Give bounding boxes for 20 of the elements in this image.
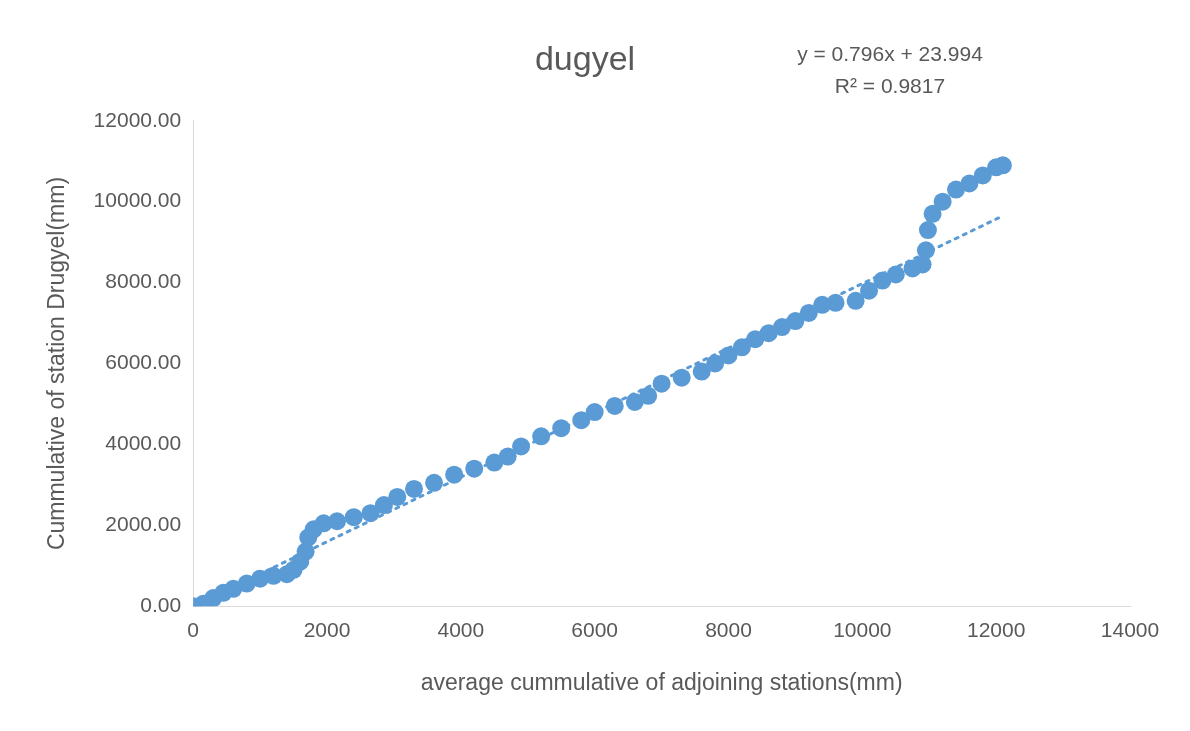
x-tick-label: 12000 [966,617,1026,641]
y-tick-label: 12000.00 [93,107,182,131]
x-tick-label: 8000 [705,617,752,641]
y-tick-label: 2000.00 [105,512,182,536]
y-axis-title: Cummulative of station Drugyel(mm) [43,176,70,551]
text: y = 0.796x + 23.994 [796,41,984,67]
y-tick-label: 0.00 [140,593,182,616]
x-axis-title: average cummulative of adjoining stations(mm) [420,668,903,695]
chart-title: dugyel [534,38,636,77]
y-tick-label: 8000.00 [105,269,182,293]
x-tick-label: 14000 [1100,617,1160,641]
y-tick-label: 6000.00 [105,350,182,374]
x-tick-label: 6000 [571,617,619,641]
x-tick-label: 4000 [437,617,485,641]
x-tick-label: 2000 [303,617,351,641]
y-tick-label: 4000.00 [105,431,182,455]
text: R² = 0.9817 [833,73,947,99]
y-tick-label: 10000.00 [93,188,182,212]
x-tick-label: 10000 [833,617,892,641]
x-tick-label: 0 [187,617,200,641]
